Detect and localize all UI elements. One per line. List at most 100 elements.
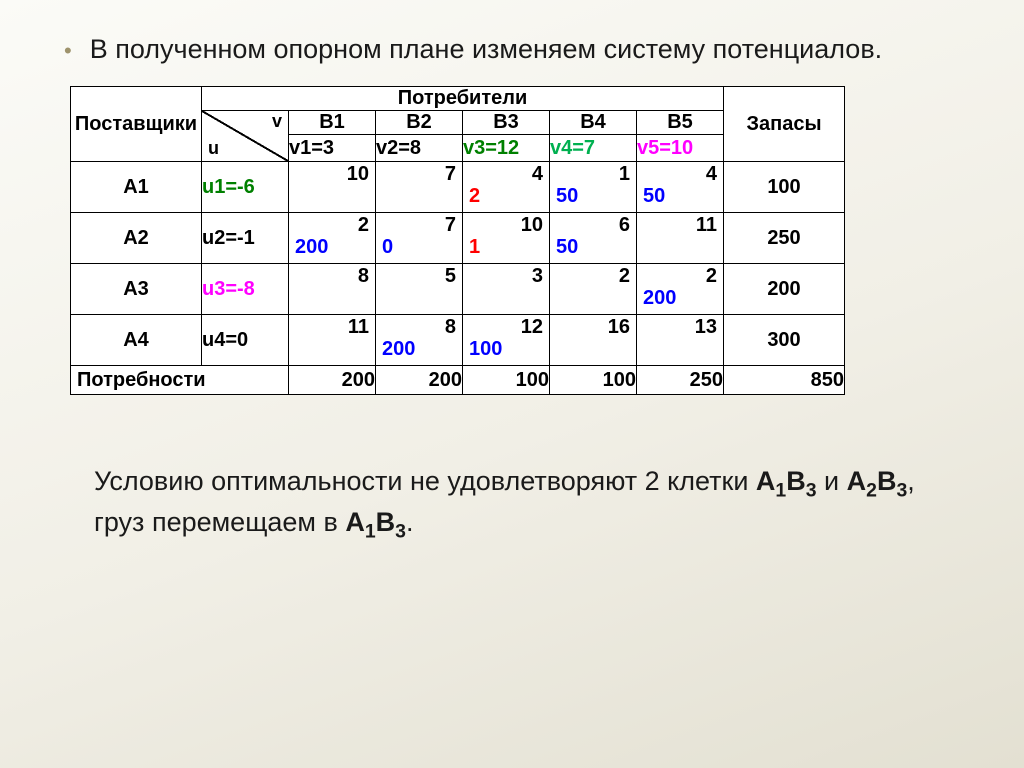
cost: 1 (550, 162, 636, 185)
row-label-a1: A1 (71, 162, 202, 213)
cell-a3-b3: 3 (463, 264, 550, 315)
bullet-marker: • (64, 34, 72, 68)
shipment (463, 287, 549, 311)
cell-a2-b3: 101 (463, 213, 550, 264)
cell-a3-b5: 2200 (637, 264, 724, 315)
cell-a4-b1: 11 (289, 315, 376, 366)
cost: 6 (550, 213, 636, 236)
cell-a4-b5: 13 (637, 315, 724, 366)
cell-a4-b3: 12100 (463, 315, 550, 366)
shipment (376, 287, 462, 311)
stock-a4: 300 (724, 315, 845, 366)
need-total: 850 (724, 366, 845, 395)
cell-a2-b1: 2200 (289, 213, 376, 264)
hdr-consumers: Потребители (202, 87, 724, 111)
cell-a3-b1: 8 (289, 264, 376, 315)
cell-a1-b2: 7 (376, 162, 463, 213)
row-label-a2: A2 (71, 213, 202, 264)
stock-a2: 250 (724, 213, 845, 264)
cost: 13 (637, 315, 723, 338)
shipment: 1 (463, 236, 549, 260)
v5: v5=10 (637, 135, 724, 162)
need-b1: 200 (289, 366, 376, 395)
cost: 3 (463, 264, 549, 287)
v4: v4=7 (550, 135, 637, 162)
shipment (550, 287, 636, 311)
needs-label: Потребности (71, 366, 289, 395)
shipment (289, 185, 375, 209)
shipment: 0 (376, 236, 462, 260)
transport-table: Поставщики Потребители Запасы uv B1 B2 B… (70, 86, 845, 395)
cost: 4 (637, 162, 723, 185)
shipment: 200 (289, 236, 375, 260)
cell-a1-b1: 10 (289, 162, 376, 213)
cell-a2-b5: 11 (637, 213, 724, 264)
shipment: 2 (463, 185, 549, 209)
shipment: 50 (637, 185, 723, 209)
bullet-line: • В полученном опорном плане изменяем си… (50, 34, 974, 68)
shipment (289, 338, 375, 362)
shipment (289, 287, 375, 311)
v3: v3=12 (463, 135, 550, 162)
row-label-a3: A3 (71, 264, 202, 315)
hdr-b2: B2 (376, 111, 463, 135)
hdr-blank: uv (202, 111, 289, 162)
shipment: 200 (376, 338, 462, 362)
stock-a3: 200 (724, 264, 845, 315)
uv-u-label: u (208, 138, 219, 159)
hdr-b3: B3 (463, 111, 550, 135)
cell-a4-b2: 8200 (376, 315, 463, 366)
cost: 2 (289, 213, 375, 236)
stock-a1: 100 (724, 162, 845, 213)
hdr-b1: B1 (289, 111, 376, 135)
slide: • В полученном опорном плане изменяем си… (0, 0, 1024, 768)
uv-v-label: v (272, 111, 282, 132)
cost: 10 (289, 162, 375, 185)
cost: 12 (463, 315, 549, 338)
cost: 11 (637, 213, 723, 236)
cost: 2 (550, 264, 636, 287)
shipment: 50 (550, 236, 636, 260)
shipment (637, 338, 723, 362)
shipment: 50 (550, 185, 636, 209)
cell-a3-b2: 5 (376, 264, 463, 315)
cost: 2 (637, 264, 723, 287)
u3: u3=-8 (202, 264, 289, 315)
need-b3: 100 (463, 366, 550, 395)
hdr-stock: Запасы (724, 87, 845, 162)
shipment (550, 338, 636, 362)
cost: 4 (463, 162, 549, 185)
hdr-suppliers: Поставщики (71, 87, 202, 162)
need-b4: 100 (550, 366, 637, 395)
v2: v2=8 (376, 135, 463, 162)
cell-a1-b3: 42 (463, 162, 550, 213)
cell-a1-b4: 150 (550, 162, 637, 213)
hdr-b5: B5 (637, 111, 724, 135)
cost: 10 (463, 213, 549, 236)
cost: 11 (289, 315, 375, 338)
v1: v1=3 (289, 135, 376, 162)
cost: 16 (550, 315, 636, 338)
need-b2: 200 (376, 366, 463, 395)
shipment: 100 (463, 338, 549, 362)
shipment: 200 (637, 287, 723, 311)
cell-a2-b2: 70 (376, 213, 463, 264)
shipment (637, 236, 723, 260)
hdr-b4: B4 (550, 111, 637, 135)
row-label-a4: A4 (71, 315, 202, 366)
cell-a1-b5: 450 (637, 162, 724, 213)
cell-a4-b4: 16 (550, 315, 637, 366)
cell-a2-b4: 650 (550, 213, 637, 264)
cost: 8 (376, 315, 462, 338)
bullet-text: В полученном опорном плане изменяем сист… (90, 34, 882, 65)
cell-a3-b4: 2 (550, 264, 637, 315)
u4: u4=0 (202, 315, 289, 366)
cost: 5 (376, 264, 462, 287)
cost: 7 (376, 213, 462, 236)
cost: 8 (289, 264, 375, 287)
u2: u2=-1 (202, 213, 289, 264)
footer-text: Условию оптимальности не удовлетворяют 2… (50, 463, 974, 544)
cost: 7 (376, 162, 462, 185)
u1: u1=-6 (202, 162, 289, 213)
shipment (376, 185, 462, 209)
